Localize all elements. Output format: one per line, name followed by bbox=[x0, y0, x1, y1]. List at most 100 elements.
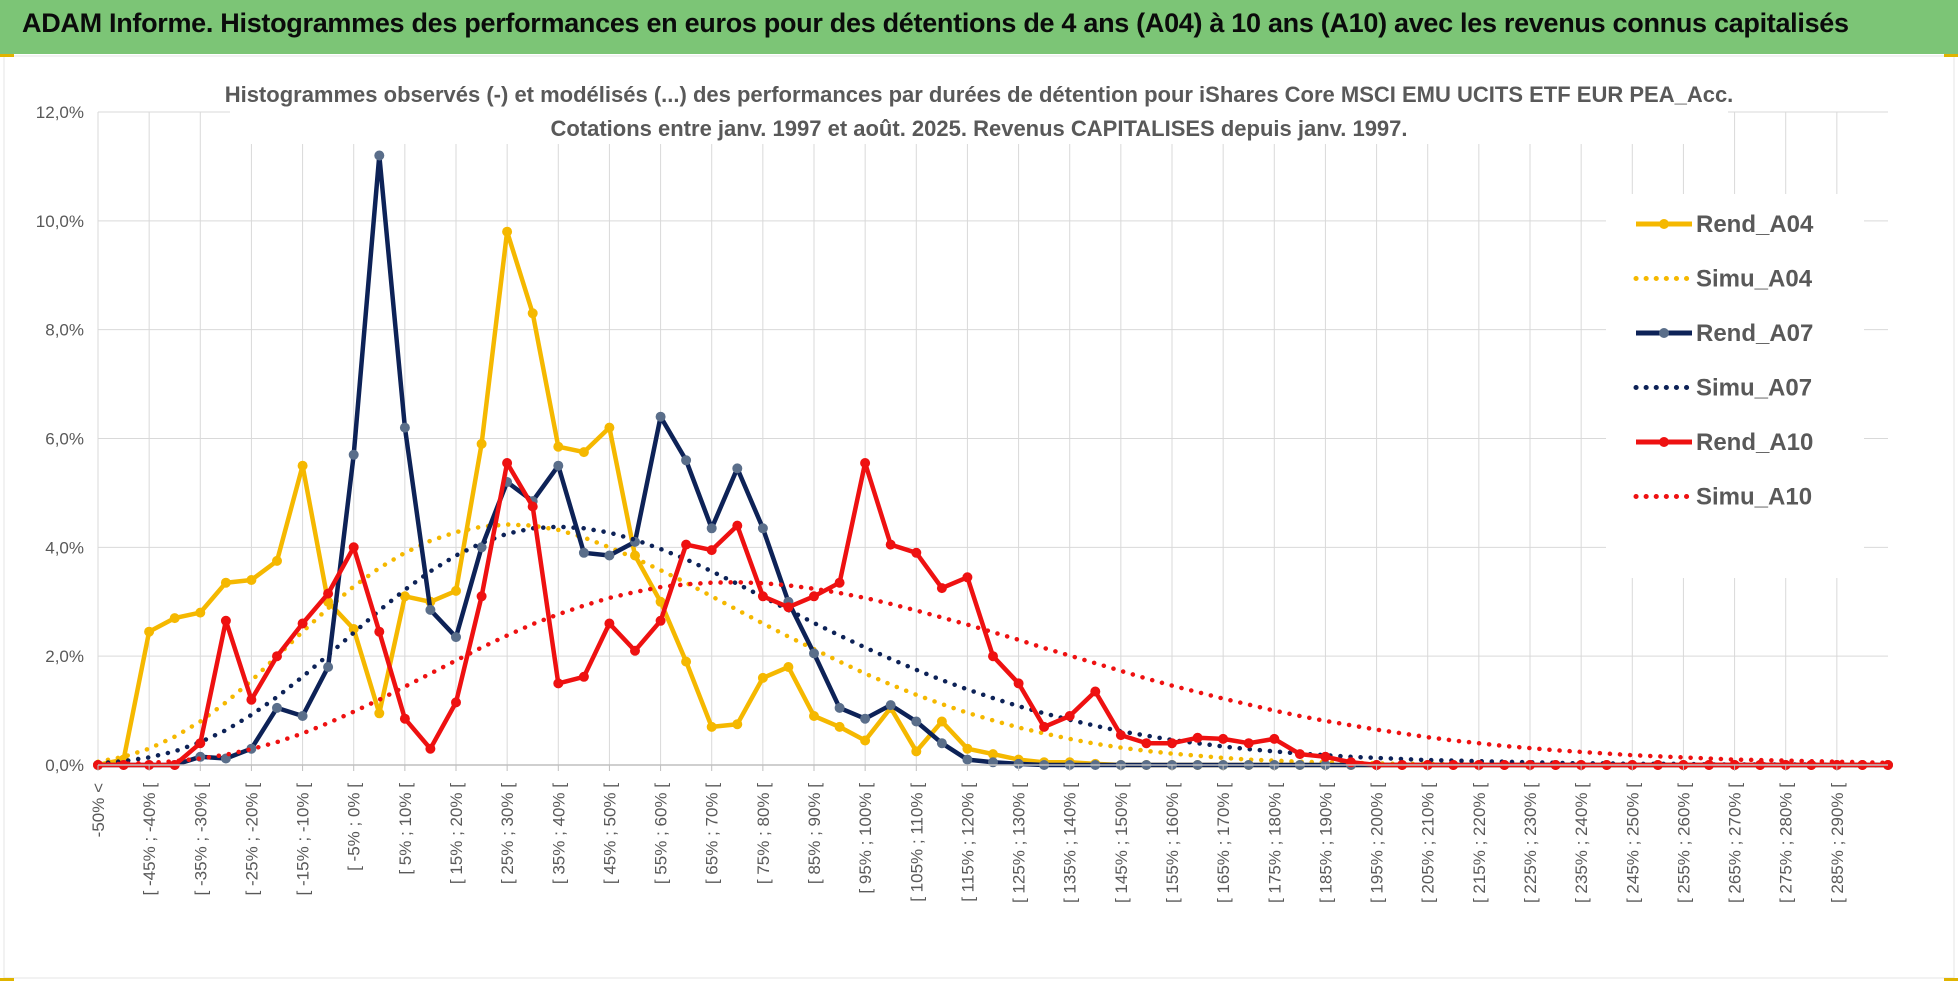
point-rend-a10 bbox=[604, 618, 615, 629]
point-rend-a10 bbox=[1141, 738, 1152, 749]
x-tick-label: [ 225% ; 230% [ bbox=[1521, 783, 1540, 903]
point-rend-a10 bbox=[681, 539, 692, 550]
y-axis: 0,0% 2,0% 4,0% 6,0% 8,0% 10,0% 12,0% bbox=[36, 103, 84, 775]
y-tick-label: 0,0% bbox=[45, 756, 84, 775]
point-rend-a10 bbox=[451, 697, 461, 708]
legend-item-rend-a07: Rend_A07 bbox=[1636, 320, 1813, 347]
point-rend-a04 bbox=[604, 422, 615, 433]
point-rend-a10 bbox=[527, 501, 538, 512]
point-rend-a04 bbox=[988, 749, 998, 760]
legend-marker bbox=[1659, 219, 1669, 229]
point-rend-a07 bbox=[425, 604, 436, 615]
point-rend-a10 bbox=[1294, 749, 1305, 760]
performance-histogram-chart: Histogrammes observés (-) et modélisés (… bbox=[0, 54, 1958, 981]
point-rend-a07 bbox=[809, 648, 819, 659]
x-tick-label: [ 85% ; 90% [ bbox=[805, 783, 824, 884]
x-tick-label: [ 25% ; 30% [ bbox=[498, 783, 517, 884]
point-rend-a10 bbox=[1320, 751, 1331, 762]
x-tick-label: [ 185% ; 190% [ bbox=[1316, 783, 1335, 903]
legend-label: Simu_A10 bbox=[1696, 484, 1812, 511]
point-rend-a07 bbox=[297, 711, 308, 721]
legend-label: Rend_A04 bbox=[1696, 211, 1814, 238]
point-rend-a10 bbox=[1243, 738, 1254, 749]
point-rend-a07 bbox=[911, 716, 922, 727]
point-rend-a04 bbox=[144, 626, 155, 637]
x-tick-label: [ 145% ; 150% [ bbox=[1112, 783, 1131, 903]
x-tick-label: -50% < bbox=[89, 783, 108, 837]
point-rend-a10 bbox=[1192, 732, 1203, 743]
point-rend-a07 bbox=[604, 550, 615, 561]
series-line-simu-a10 bbox=[95, 579, 1891, 767]
legend-label: Simu_A07 bbox=[1696, 375, 1812, 402]
x-tick-label: [ 285% ; 290% [ bbox=[1828, 783, 1847, 903]
point-rend-a04 bbox=[706, 721, 717, 732]
chart-frame: Histogrammes observés (-) et modélisés (… bbox=[0, 54, 1958, 983]
x-tick-label: [ 55% ; 60% [ bbox=[652, 783, 671, 884]
point-rend-a07 bbox=[348, 449, 359, 460]
point-rend-a04 bbox=[169, 613, 180, 624]
point-rend-a04 bbox=[374, 708, 385, 719]
point-rend-a10 bbox=[860, 458, 871, 468]
point-rend-a10 bbox=[348, 542, 359, 553]
point-rend-a04 bbox=[911, 746, 922, 757]
point-rend-a10 bbox=[911, 547, 922, 558]
x-tick-label: [ 45% ; 50% [ bbox=[600, 783, 619, 884]
point-rend-a04 bbox=[783, 662, 794, 672]
point-rend-a07 bbox=[655, 411, 666, 422]
point-rend-a10 bbox=[732, 520, 743, 531]
point-rend-a10 bbox=[297, 618, 308, 629]
x-tick-label: [ 135% ; 140% [ bbox=[1061, 783, 1080, 903]
point-rend-a07 bbox=[374, 150, 385, 161]
legend-backdrop bbox=[1606, 194, 1864, 578]
legend-item-simu-a10: Simu_A10 bbox=[1633, 484, 1812, 511]
point-rend-a10 bbox=[272, 651, 282, 662]
point-rend-a04 bbox=[246, 575, 257, 585]
point-rend-a04 bbox=[553, 441, 564, 452]
x-tick-label: [ -25% ; -20% [ bbox=[242, 783, 261, 896]
x-tick-label: [ 195% ; 200% [ bbox=[1368, 783, 1387, 903]
y-tick-label: 10,0% bbox=[36, 212, 84, 231]
point-rend-a07 bbox=[706, 523, 717, 534]
x-tick-label: [ 265% ; 270% [ bbox=[1726, 783, 1745, 903]
point-rend-a04 bbox=[834, 721, 845, 732]
x-tick-label: [ 245% ; 250% [ bbox=[1623, 783, 1642, 903]
x-tick-label: [ 175% ; 180% [ bbox=[1265, 783, 1284, 903]
point-rend-a04 bbox=[527, 308, 538, 319]
point-rend-a10 bbox=[425, 743, 436, 754]
series-line-simu-a04 bbox=[95, 522, 1891, 768]
point-rend-a10 bbox=[809, 591, 819, 602]
corner-marker-bottom-left bbox=[0, 978, 14, 981]
x-tick-label: [ -35% ; -30% [ bbox=[191, 783, 210, 896]
legend-label: Rend_A07 bbox=[1696, 320, 1813, 347]
point-rend-a10 bbox=[578, 671, 589, 682]
x-tick-label: [ 125% ; 130% [ bbox=[1010, 783, 1029, 903]
x-tick-label: [ -15% ; -10% [ bbox=[294, 783, 313, 896]
point-rend-a07 bbox=[553, 460, 564, 471]
legend-item-simu-a07: Simu_A07 bbox=[1633, 375, 1812, 402]
point-rend-a04 bbox=[757, 672, 768, 683]
point-rend-a07 bbox=[578, 547, 589, 558]
point-rend-a10 bbox=[1013, 678, 1024, 689]
corner-marker-top-left bbox=[0, 54, 14, 57]
x-tick-label: [ 75% ; 80% [ bbox=[754, 783, 773, 884]
point-rend-a10 bbox=[630, 645, 640, 656]
title-banner: ADAM Informe. Histogrammes des performan… bbox=[0, 0, 1958, 54]
legend-marker bbox=[1659, 437, 1669, 447]
point-rend-a04 bbox=[297, 460, 308, 471]
report-title: ADAM Informe. Histogrammes des performan… bbox=[22, 8, 1849, 38]
corner-marker-bottom-right bbox=[1944, 978, 1958, 981]
point-rend-a04 bbox=[732, 719, 743, 730]
x-tick-label: [ 235% ; 240% [ bbox=[1572, 783, 1591, 903]
point-rend-a04 bbox=[962, 743, 973, 754]
point-rend-a04 bbox=[399, 591, 410, 602]
x-tick-label: [ 105% ; 110% [ bbox=[907, 783, 926, 902]
point-rend-a10 bbox=[834, 577, 845, 588]
point-rend-a10 bbox=[988, 651, 998, 662]
point-rend-a04 bbox=[936, 716, 947, 727]
point-rend-a10 bbox=[706, 545, 717, 556]
point-rend-a04 bbox=[220, 577, 231, 588]
point-rend-a07 bbox=[834, 702, 845, 713]
point-rend-a07 bbox=[476, 542, 487, 553]
point-rend-a10 bbox=[962, 572, 973, 583]
point-rend-a07 bbox=[323, 662, 334, 672]
